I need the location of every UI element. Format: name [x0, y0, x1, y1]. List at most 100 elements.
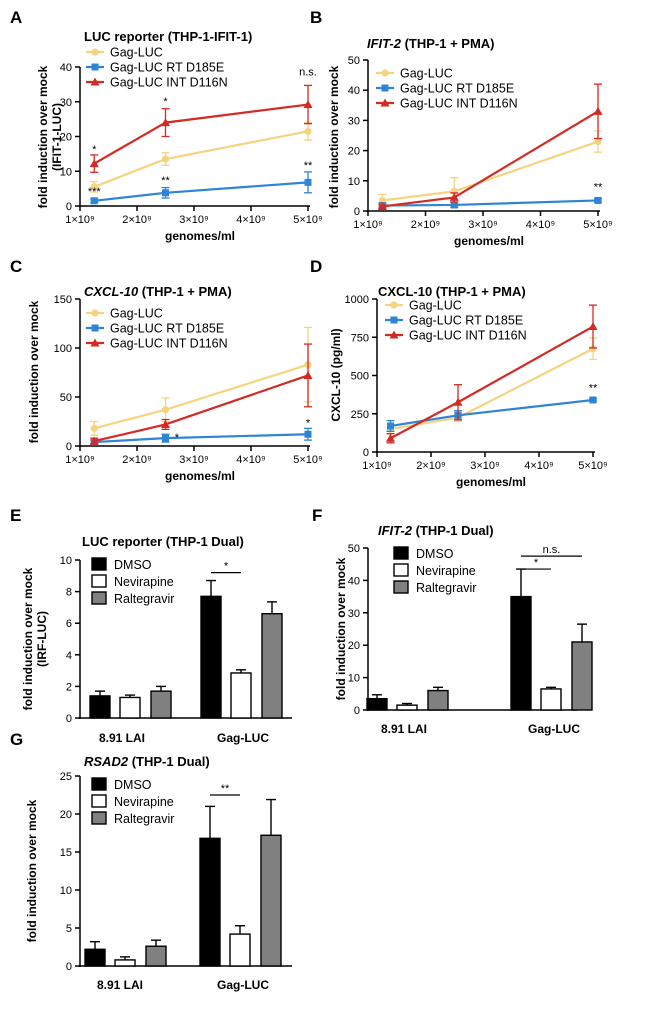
data-point	[450, 201, 458, 209]
y-axis-label-line1: CXCL-10 (pg/ml)	[329, 328, 343, 421]
panel-title-text: (THP-1 Dual)	[128, 754, 210, 769]
series-gag-luc-int-d116n	[89, 343, 313, 445]
significance-label: **	[304, 160, 313, 172]
legend-label: Gag-LUC	[110, 46, 163, 60]
significance-label: *	[175, 432, 180, 444]
y-axis-label: fold induction over mock(IRF-LUC)	[21, 567, 49, 710]
y-tick-label: 20	[348, 640, 360, 652]
legend-swatch	[393, 580, 409, 594]
y-axis-label: fold induction over mock	[327, 65, 341, 208]
legend-item: Gag-LUC	[376, 67, 453, 81]
series-gag-luc-rt-d185e	[90, 171, 312, 205]
bar	[571, 641, 593, 711]
panel-label: E	[10, 506, 21, 525]
legend-item: Nevirapine	[91, 794, 174, 809]
y-tick-label: 20	[60, 132, 72, 144]
x-axis-label: genomes/ml	[454, 234, 524, 248]
series-line	[94, 181, 309, 202]
legend-item: Raltegravir	[393, 580, 476, 595]
data-point	[89, 159, 99, 168]
legend-marker	[390, 301, 398, 309]
data-point	[161, 118, 170, 127]
significance-label: *	[224, 561, 229, 573]
x-tick-label: 4×10⁹	[236, 454, 266, 466]
series-line	[93, 374, 309, 443]
legend-label: Gag-LUC INT D116N	[400, 97, 518, 111]
data-point	[386, 433, 395, 442]
legend-marker	[91, 63, 99, 71]
legend-marker	[90, 338, 100, 347]
panel-label: C	[10, 257, 22, 276]
series-gag-luc-rt-d185e	[90, 427, 312, 446]
y-axis-label: fold induction over mock(IFIT-1-LUC)	[36, 65, 64, 208]
legend-label: Gag-LUC RT D185E	[409, 314, 523, 328]
x-tick-label: 5×10⁹	[293, 454, 323, 466]
legend-marker	[381, 69, 389, 77]
series-line	[94, 433, 309, 444]
bar	[366, 697, 388, 711]
y-tick-label: 0	[66, 441, 72, 453]
bar	[229, 933, 251, 967]
y-tick-label: 50	[348, 55, 360, 67]
legend-item: Raltegravir	[91, 591, 174, 606]
y-axis-label-line1: fold induction over mock	[334, 557, 348, 700]
y-tick-label: 40	[348, 575, 360, 587]
y-tick-label: 6	[66, 618, 72, 630]
y-tick-label: 2	[66, 681, 72, 693]
legend-label: Nevirapine	[114, 795, 174, 809]
panel-title: IFIT-2 (THP-1 + PMA)	[367, 36, 495, 51]
data-point	[162, 434, 169, 442]
legend-swatch	[91, 574, 107, 588]
x-axis-label: genomes/ml	[165, 469, 235, 483]
x-tick-label: 2×10⁹	[411, 219, 441, 231]
data-point	[377, 201, 387, 210]
legend-label: Gag-LUC	[409, 299, 462, 313]
panel-title-text: (THP-1 + PMA)	[138, 284, 232, 299]
category-label: 8.91 LAI	[99, 731, 145, 745]
panel-title-text: (THP-1 + PMA)	[401, 36, 495, 51]
legend-label: Gag-LUC RT D185E	[110, 61, 224, 75]
x-tick-label: 3×10⁹	[179, 214, 209, 226]
series-gag-luc-rt-d185e	[386, 396, 597, 432]
series-gag-luc-int-d116n	[89, 84, 313, 173]
x-tick-label: 1×10⁹	[362, 460, 392, 472]
series-gag-luc-int-d116n	[386, 304, 598, 444]
y-tick-label: 30	[348, 115, 360, 127]
data-point	[589, 396, 597, 404]
legend-item: Nevirapine	[91, 574, 174, 589]
y-tick-label: 10	[348, 673, 360, 685]
bar	[230, 672, 252, 719]
legend-label: DMSO	[114, 558, 152, 572]
panel-b: B IFIT-2 (THP-1 + PMA) 0 10 20 30 40 50 fold ind…	[310, 8, 613, 248]
legend-label: Nevirapine	[416, 564, 476, 578]
y-tick-label: 50	[60, 392, 72, 404]
x-tick-label: 2×10⁹	[122, 454, 152, 466]
data-point	[303, 100, 313, 109]
y-tick-label: 8	[66, 587, 72, 599]
y-axis-label-line1: fold induction over mock	[327, 65, 341, 208]
panel-title: LUC reporter (THP-1-IFIT-1)	[84, 29, 252, 44]
x-tick-label: 5×10⁹	[578, 460, 608, 472]
y-axis-label-line1: fold induction over mock	[21, 567, 35, 710]
legend-item: Gag-LUC	[385, 299, 462, 313]
significance-label: *	[306, 417, 311, 429]
y-tick-label: 100	[54, 343, 72, 355]
data-point	[89, 436, 99, 445]
x-tick-label: 4×10⁹	[236, 214, 266, 226]
panel-title: CXCL-10 (THP-1 + PMA)	[84, 284, 232, 299]
legend-label: DMSO	[114, 778, 152, 792]
category-label: Gag-LUC	[217, 978, 269, 992]
bar	[199, 837, 221, 967]
y-tick-label: 15	[60, 847, 72, 859]
legend-swatch	[393, 563, 409, 577]
panel-title-italic: RSAD2	[84, 754, 129, 769]
data-point	[304, 178, 312, 186]
legend-marker	[90, 77, 100, 86]
y-tick-label: 30	[348, 608, 360, 620]
bar	[540, 688, 562, 711]
bar	[150, 690, 172, 719]
series-line	[382, 110, 599, 208]
y-tick-label: 40	[348, 85, 360, 97]
legend-marker	[381, 84, 389, 92]
